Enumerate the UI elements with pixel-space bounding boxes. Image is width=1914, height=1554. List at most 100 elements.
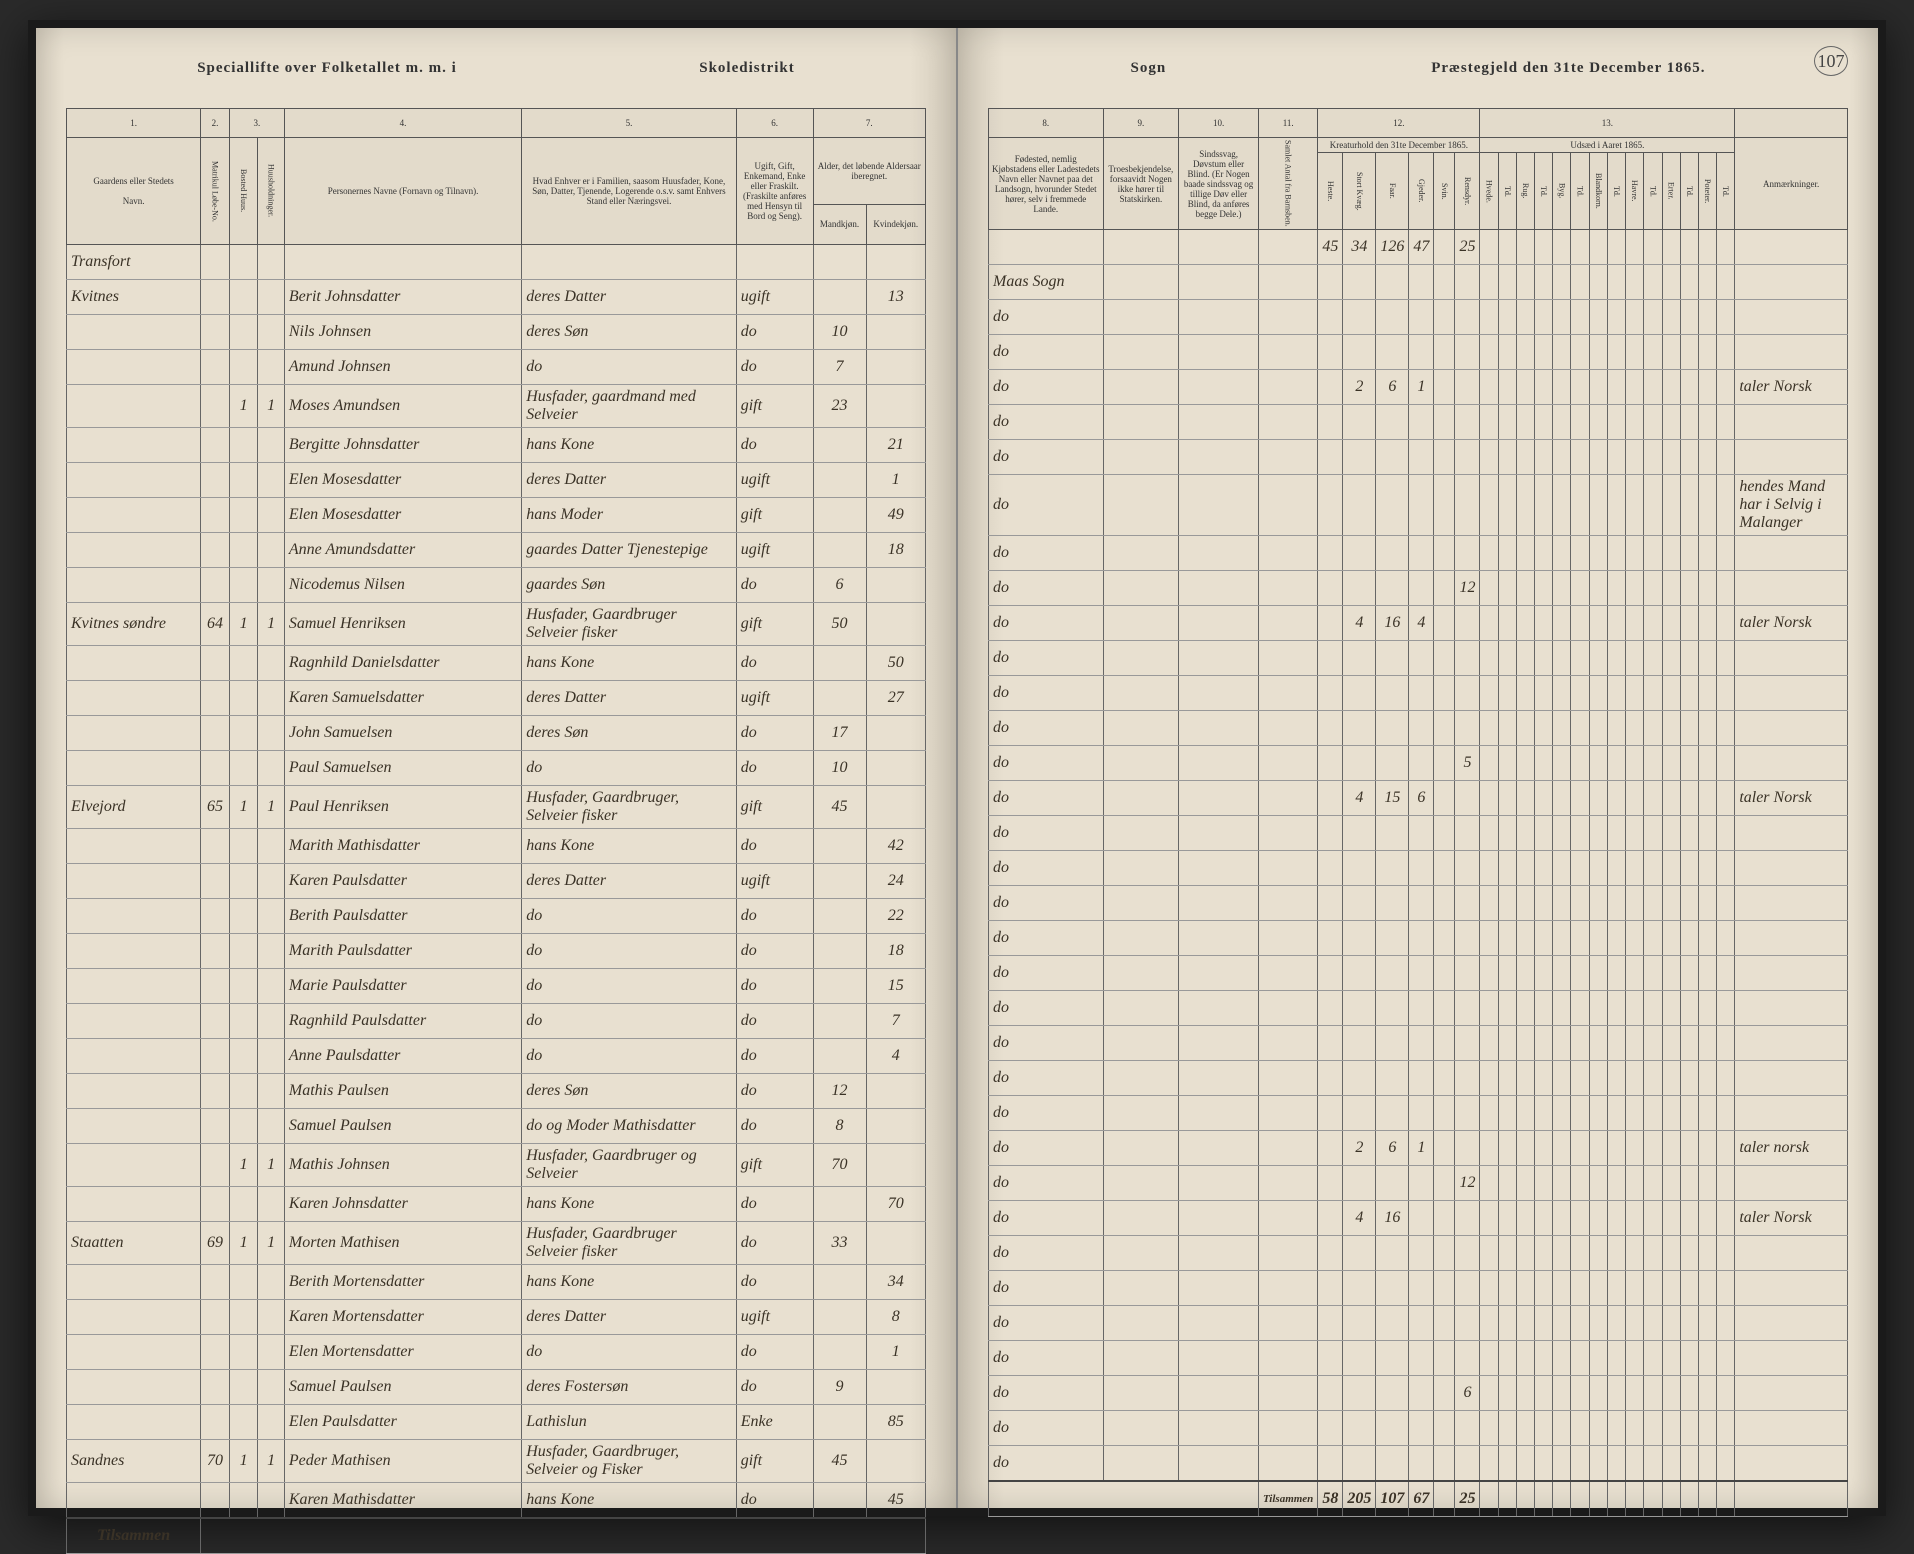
- seed-cell: [1589, 1341, 1607, 1376]
- h-hus: Bosted Huus.: [229, 138, 258, 245]
- livestock-cell: [1409, 1411, 1434, 1446]
- seed-cell: [1553, 1341, 1571, 1376]
- seed-cell: [1480, 641, 1498, 676]
- seed-cell: [1589, 676, 1607, 711]
- seed-cell: [1480, 1446, 1498, 1482]
- table-row: do12: [989, 1166, 1848, 1201]
- seed-col: Td.: [1717, 153, 1735, 230]
- seed-cell: [1535, 1166, 1553, 1201]
- seed-cell: [1480, 440, 1498, 475]
- livestock-cell: 4: [1343, 781, 1376, 816]
- remarks-cell: [1735, 886, 1848, 921]
- table-row: do4156taler Norsk: [989, 781, 1848, 816]
- livestock-cell: [1409, 536, 1434, 571]
- seed-cell: [1607, 1236, 1625, 1271]
- cell: Samuel Paulsen: [284, 1109, 521, 1144]
- seed-cell: [1535, 851, 1553, 886]
- livestock-cell: [1409, 956, 1434, 991]
- seed-cell: [1589, 370, 1607, 405]
- seed-cell: [1535, 1236, 1553, 1271]
- seed-cell: [1680, 1201, 1698, 1236]
- seed-cell: [1662, 921, 1680, 956]
- cell: 13: [866, 280, 925, 315]
- table-row: do: [989, 1096, 1848, 1131]
- cell: [866, 751, 925, 786]
- cell: [813, 280, 866, 315]
- seed-cell: [1717, 230, 1735, 265]
- livestock-cell: 1: [1409, 370, 1434, 405]
- seed-cell: [1626, 816, 1644, 851]
- remarks-cell: taler norsk: [1735, 1131, 1848, 1166]
- h-names: Personernes Navne (Fornavn og Tilnavn).: [284, 138, 521, 245]
- remarks-cell: [1735, 816, 1848, 851]
- seed-cell: [1698, 230, 1716, 265]
- seed-cell: [1498, 676, 1516, 711]
- cell: [1103, 746, 1179, 781]
- seed-cell: [1480, 1376, 1498, 1411]
- cell: do: [989, 370, 1104, 405]
- cell: do: [736, 1335, 813, 1370]
- seed-cell: [1553, 1446, 1571, 1482]
- seed-cell: [1589, 746, 1607, 781]
- cell: 1: [229, 603, 258, 646]
- seed-cell: [1480, 1271, 1498, 1306]
- livestock-cell: 1: [1409, 1131, 1434, 1166]
- seed-cell: [1698, 370, 1716, 405]
- cell: do: [989, 1376, 1104, 1411]
- remarks-cell: [1735, 1096, 1848, 1131]
- seed-cell: [1516, 711, 1534, 746]
- livestock-cell: [1318, 1201, 1343, 1236]
- cell: [258, 1265, 284, 1300]
- seed-cell: [1589, 1201, 1607, 1236]
- cell: [229, 751, 258, 786]
- seed-cell: [1662, 300, 1680, 335]
- cell: [258, 463, 284, 498]
- cell: [67, 751, 201, 786]
- cell: [1103, 606, 1179, 641]
- remarks-cell: [1735, 1271, 1848, 1306]
- cell: [813, 1004, 866, 1039]
- cell: [67, 350, 201, 385]
- seed-cell: [1680, 676, 1698, 711]
- seed-cell: [1535, 676, 1553, 711]
- cell: 70: [866, 1187, 925, 1222]
- livestock-cell: [1318, 816, 1343, 851]
- seed-cell: [1680, 781, 1698, 816]
- table-row: do: [989, 440, 1848, 475]
- seed-cell: [1717, 1376, 1735, 1411]
- seed-cell: [1680, 1026, 1698, 1061]
- livestock-cell: [1318, 1166, 1343, 1201]
- seed-cell: [1662, 571, 1680, 606]
- header-praestegjeld: Præstegjeld den 31te December 1865.: [1431, 60, 1705, 77]
- cell: Husfader, Gaardbruger og Selveier: [522, 1144, 736, 1187]
- cell: Karen Paulsdatter: [284, 864, 521, 899]
- livestock-cell: [1434, 676, 1455, 711]
- header-skoledistrikt: Skoledistrikt: [699, 60, 795, 77]
- cell: Karen Johnsdatter: [284, 1187, 521, 1222]
- seed-cell: [1571, 265, 1589, 300]
- h-remarks: Anmærkninger.: [1735, 138, 1848, 230]
- livestock-cell: [1409, 711, 1434, 746]
- cell: do: [736, 1483, 813, 1519]
- seed-cell: [1571, 571, 1589, 606]
- cell: Karen Samuelsdatter: [284, 681, 521, 716]
- livestock-cell: [1409, 1446, 1434, 1482]
- livestock-col: Stort Kvæg.: [1343, 153, 1376, 230]
- seed-cell: [1480, 230, 1498, 265]
- seed-cell: [1607, 265, 1625, 300]
- seed-cell: [1589, 781, 1607, 816]
- seed-cell: [1553, 676, 1571, 711]
- seed-cell: [1680, 1306, 1698, 1341]
- cell: [1179, 405, 1259, 440]
- seed-cell: [1680, 536, 1698, 571]
- cell: Berith Paulsdatter: [284, 899, 521, 934]
- seed-cell: [1644, 746, 1662, 781]
- cell: [1103, 711, 1179, 746]
- table-row: do: [989, 1271, 1848, 1306]
- seed-cell: [1535, 335, 1553, 370]
- seed-cell: [1626, 300, 1644, 335]
- seed-cell: [1644, 230, 1662, 265]
- livestock-cell: [1343, 1271, 1376, 1306]
- cell: [67, 568, 201, 603]
- h-livestock: Kreaturhold den 31te December 1865.: [1318, 138, 1480, 153]
